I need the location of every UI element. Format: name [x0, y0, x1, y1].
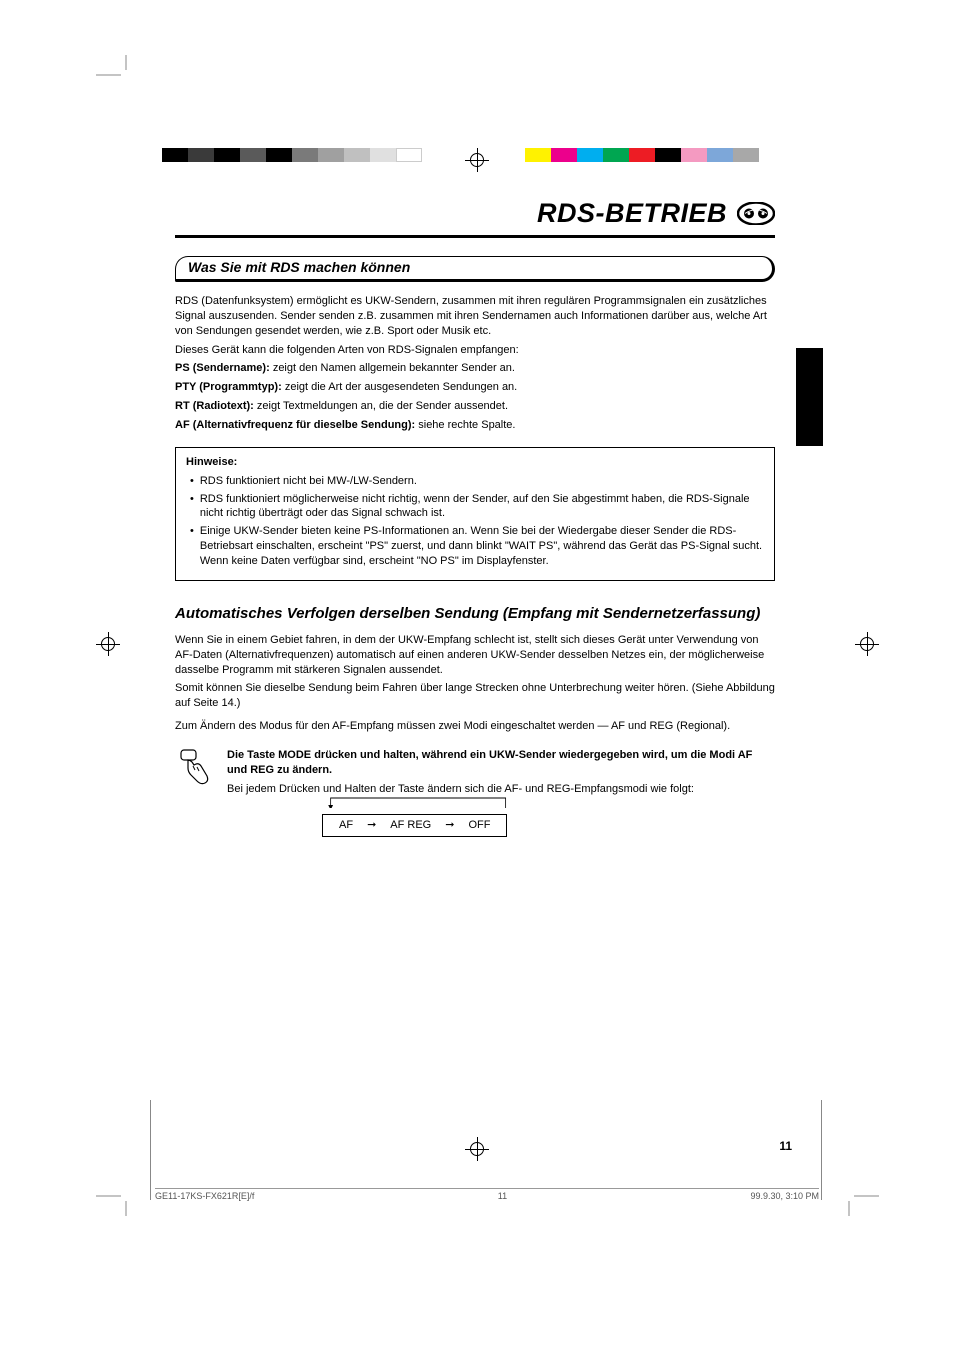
arrow-icon: ➞: [445, 818, 454, 833]
page-number: 11: [779, 1139, 792, 1153]
registration-mark-left: [96, 632, 120, 656]
color-swatch: [551, 148, 577, 162]
footer-date: 99.9.30, 3:10 PM: [750, 1191, 819, 1201]
notes-box: Hinweise: • RDS funktioniert nicht bei MW…: [175, 447, 775, 581]
color-bar-process: [525, 148, 785, 162]
subsection-title: Automatisches Verfolgen derselben Sendun…: [175, 605, 775, 623]
footer-file: GE11-17KS-FX621R[E]/f: [155, 1191, 254, 1201]
section-heading-box: Was Sie mit RDS machen können: [175, 256, 775, 282]
crop-mark-bottom-left: [96, 1186, 136, 1221]
note-item: •Einige UKW-Sender bieten keine PS-Infor…: [190, 524, 764, 569]
flow-item-3: OFF: [468, 818, 490, 833]
color-swatch: [240, 148, 266, 162]
color-swatch: [266, 148, 292, 162]
af-line: AF (Alternativfrequenz für dieselbe Send…: [175, 418, 775, 433]
pty-line: PTY (Programmtyp): zeigt die Art der aus…: [175, 380, 775, 395]
note-text: RDS funktioniert möglicherweise nicht ri…: [200, 492, 764, 522]
color-swatch: [396, 148, 422, 162]
ps-line: PS (Sendername): zeigt den Namen allgeme…: [175, 361, 775, 376]
registration-mark-top: [465, 148, 489, 172]
flow-diagram: AF ➞ AF REG ➞ OFF: [322, 806, 775, 837]
color-swatch: [344, 148, 370, 162]
flow-item-1: AF: [339, 818, 353, 833]
color-swatch: [707, 148, 733, 162]
registration-mark-right: [855, 632, 879, 656]
flow-item-2: AF REG: [390, 818, 431, 833]
footer-info: GE11-17KS-FX621R[E]/f 11 99.9.30, 3:10 P…: [155, 1191, 819, 1201]
notes-title: Hinweise:: [186, 456, 764, 468]
color-swatch: [292, 148, 318, 162]
rt-text: zeigt Textmeldungen an, die der Sender a…: [257, 400, 508, 412]
header-divider: [175, 235, 775, 238]
registration-mark-bottom: [465, 1137, 489, 1161]
intro-paragraph-2: Dieses Gerät kann die folgenden Arten vo…: [175, 343, 775, 358]
step-text: Bei jedem Drücken und Halten der Taste ä…: [227, 783, 694, 795]
step-content: Die Taste MODE drücken und halten, währe…: [227, 748, 775, 837]
notes-list: • RDS funktioniert nicht bei MW-/LW-Sende…: [186, 474, 764, 569]
bullet-icon: •: [190, 474, 194, 489]
footer-page: 11: [498, 1191, 507, 1201]
footer-divider: [155, 1188, 819, 1189]
pty-text: zeigt die Art der ausgesendeten Sendunge…: [285, 381, 517, 393]
section-title: Was Sie mit RDS machen können: [188, 259, 760, 275]
step-icon-container: [175, 748, 215, 793]
press-hold-icon: [177, 748, 213, 793]
color-bar-gray: [162, 148, 422, 162]
bullet-icon: •: [190, 524, 194, 569]
page-header: RDS-BETRIEB: [175, 198, 775, 229]
crop-mark-bottom-right: [839, 1186, 879, 1221]
af-text: siehe rechte Spalte.: [418, 419, 515, 431]
color-swatch: [629, 148, 655, 162]
color-swatch: [655, 148, 681, 162]
bullet-icon: •: [190, 492, 194, 522]
color-swatch: [577, 148, 603, 162]
flow-loop-line: [325, 796, 510, 808]
rt-line: RT (Radiotext): zeigt Textmeldungen an, …: [175, 399, 775, 414]
subsection-p3: Zum Ändern des Modus für den AF-Empfang …: [175, 719, 775, 734]
color-swatch: [370, 148, 396, 162]
subsection-p2: Somit können Sie dieselbe Sendung beim F…: [175, 681, 775, 711]
af-label: AF (Alternativfrequenz für dieselbe Send…: [175, 419, 415, 431]
ps-label: PS (Sendername):: [175, 362, 270, 374]
note-item: •RDS funktioniert möglicherweise nicht r…: [190, 492, 764, 522]
note-item: • RDS funktioniert nicht bei MW-/LW-Sende…: [190, 474, 764, 489]
color-swatch: [214, 148, 240, 162]
page-content: RDS-BETRIEB Was Sie mit RDS machen könne…: [175, 198, 775, 845]
ps-text: zeigt den Namen allgemein bekannter Send…: [273, 362, 515, 374]
color-swatch: [681, 148, 707, 162]
edge-line-left: [150, 1100, 151, 1200]
color-swatch: [603, 148, 629, 162]
color-swatch: [318, 148, 344, 162]
page-title: RDS-BETRIEB: [537, 198, 727, 229]
step-label: Die Taste MODE drücken und halten, währe…: [227, 748, 775, 778]
note-text: RDS funktioniert nicht bei MW-/LW-Sender…: [200, 474, 417, 489]
color-swatch: [162, 148, 188, 162]
subsection-p1: Wenn Sie in einem Gebiet fahren, in dem …: [175, 633, 775, 678]
arrow-icon: ➞: [367, 818, 376, 833]
color-swatch: [733, 148, 759, 162]
intro-paragraph-1: RDS (Datenfunksystem) ermöglicht es UKW-…: [175, 294, 775, 339]
crop-mark-top-left: [96, 55, 136, 90]
rt-label: RT (Radiotext):: [175, 400, 254, 412]
edge-line-right: [821, 1100, 822, 1200]
brand-logo-icon: [737, 202, 775, 225]
side-tab: [796, 348, 823, 446]
color-swatch: [188, 148, 214, 162]
color-swatch: [525, 148, 551, 162]
note-text: Einige UKW-Sender bieten keine PS-Inform…: [200, 524, 764, 569]
step-block: Die Taste MODE drücken und halten, währe…: [175, 748, 775, 837]
flow-box: AF ➞ AF REG ➞ OFF: [322, 814, 507, 837]
pty-label: PTY (Programmtyp):: [175, 381, 282, 393]
